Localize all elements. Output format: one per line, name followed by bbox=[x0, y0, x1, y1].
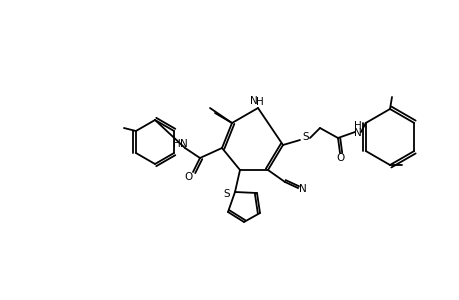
Text: N: N bbox=[250, 96, 257, 106]
Text: N: N bbox=[298, 184, 306, 194]
Text: H: H bbox=[256, 97, 263, 107]
Text: N: N bbox=[180, 139, 187, 149]
Text: O: O bbox=[185, 172, 193, 182]
Text: N: N bbox=[353, 128, 361, 138]
Text: H: H bbox=[173, 139, 180, 149]
Text: S: S bbox=[223, 189, 230, 199]
Text: O: O bbox=[336, 153, 344, 163]
Text: S: S bbox=[302, 132, 308, 142]
Text: H: H bbox=[353, 121, 361, 131]
